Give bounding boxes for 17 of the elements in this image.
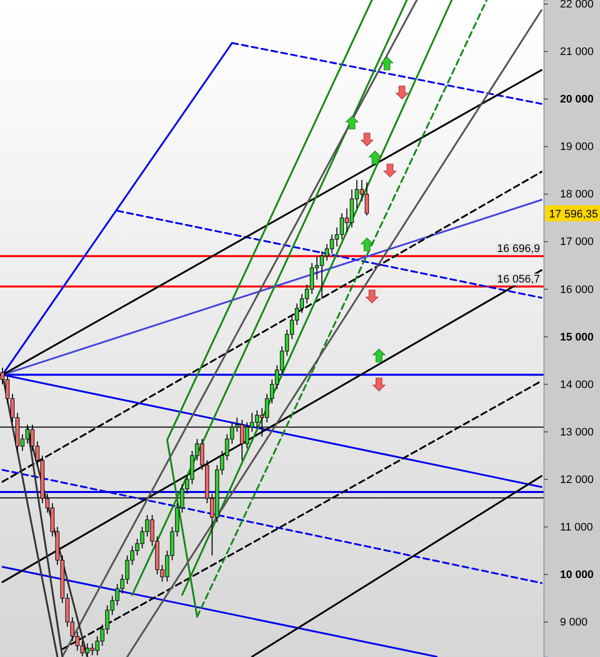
y-tick-label: 17 000 [560, 236, 594, 248]
y-tick-label: 20 000 [560, 94, 594, 106]
y-tick-label: 12 000 [560, 474, 594, 486]
y-tick-label: 9 000 [560, 616, 588, 629]
y-tick-label: 16 000 [560, 284, 594, 296]
ref-line-label: 16 696,9 [497, 243, 540, 256]
ref-line-label: 16 056,7 [497, 274, 540, 286]
y-tick-label: 22 000 [560, 0, 594, 11]
y-tick-label: 14 000 [560, 378, 594, 391]
y-tick-label: 19 000 [560, 141, 594, 154]
text: 17 596,35 [549, 208, 598, 220]
y-tick-label: 10 000 [560, 568, 594, 581]
y-tick-label: 18 000 [560, 188, 594, 201]
y-tick-label: 15 000 [560, 331, 594, 344]
y-tick-label: 13 000 [560, 426, 594, 438]
y-tick-label: 11 000 [560, 521, 593, 534]
y-tick-label: 21 000 [560, 46, 594, 58]
